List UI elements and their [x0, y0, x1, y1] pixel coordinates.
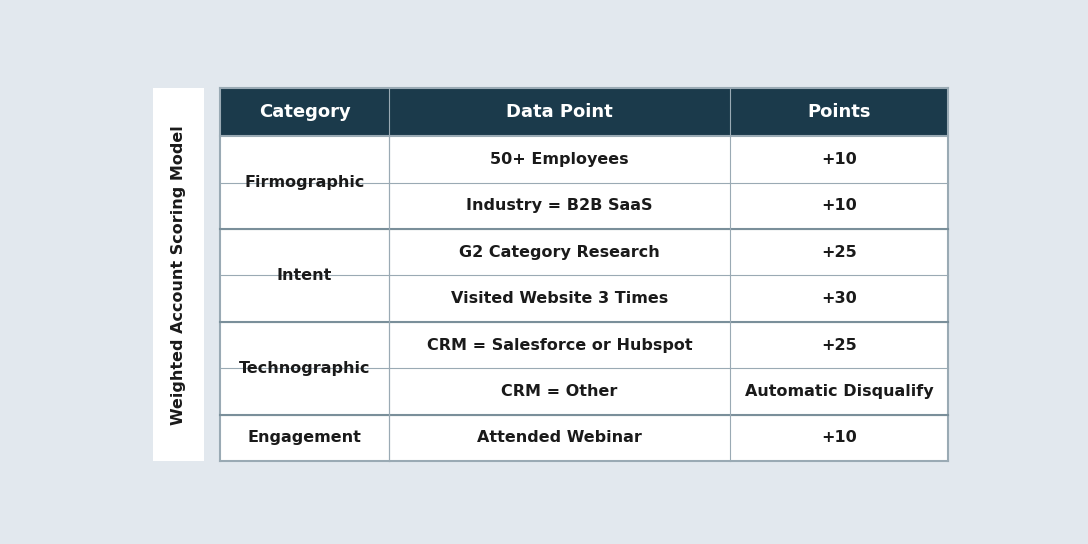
Text: Category: Category	[259, 103, 350, 121]
Text: CRM = Other: CRM = Other	[502, 384, 618, 399]
Text: Technographic: Technographic	[239, 361, 370, 376]
Text: +30: +30	[821, 291, 857, 306]
Bar	[220, 322, 949, 368]
Bar	[220, 183, 949, 229]
Bar	[220, 136, 949, 183]
Text: G2 Category Research: G2 Category Research	[459, 245, 660, 259]
Text: +10: +10	[821, 152, 857, 167]
Text: +25: +25	[821, 337, 857, 353]
Text: Intent: Intent	[276, 268, 332, 283]
Text: Data Point: Data Point	[506, 103, 613, 121]
Text: +10: +10	[821, 430, 857, 446]
Text: Visited Website 3 Times: Visited Website 3 Times	[450, 291, 668, 306]
Text: Firmographic: Firmographic	[245, 175, 364, 190]
Text: Industry = B2B SaaS: Industry = B2B SaaS	[467, 198, 653, 213]
Text: Automatic Disqualify: Automatic Disqualify	[744, 384, 934, 399]
Text: Points: Points	[807, 103, 870, 121]
Bar	[220, 88, 949, 136]
Text: 50+ Employees: 50+ Employees	[491, 152, 629, 167]
Text: Engagement: Engagement	[248, 430, 361, 446]
Bar	[220, 368, 949, 415]
Bar	[220, 275, 949, 322]
Text: +25: +25	[821, 245, 857, 259]
Text: CRM = Salesforce or Hubspot: CRM = Salesforce or Hubspot	[426, 337, 692, 353]
Text: Attended Webinar: Attended Webinar	[478, 430, 642, 446]
Text: +10: +10	[821, 198, 857, 213]
Bar	[220, 415, 949, 461]
Bar	[220, 229, 949, 275]
Bar	[153, 88, 205, 461]
Text: Weighted Account Scoring Model: Weighted Account Scoring Model	[171, 125, 186, 425]
